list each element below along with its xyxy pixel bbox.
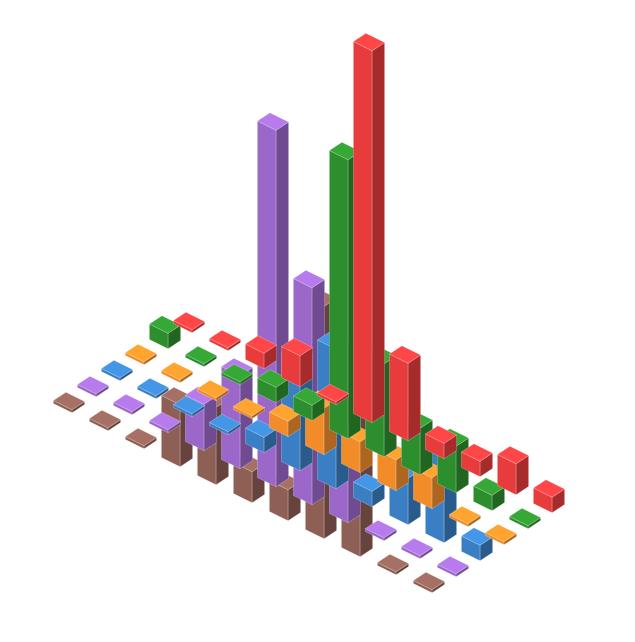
bar-face-top [352, 32, 386, 52]
bar-1-9 [472, 477, 506, 512]
bar-face-top [376, 553, 410, 573]
bar-2-8 [412, 459, 446, 510]
bar-4-2 [148, 411, 182, 434]
bar-face-top [52, 391, 86, 411]
bar-face-top [400, 537, 434, 557]
bar-3-3 [208, 413, 242, 436]
bar-3-7 [352, 473, 386, 508]
bar-4-0 [76, 375, 110, 398]
bar-face-top [136, 377, 170, 397]
bar-face-top [220, 363, 254, 383]
bar-2-10 [484, 523, 518, 546]
bar-2-1 [160, 361, 194, 384]
bar-5-10 [412, 571, 446, 594]
bar-4-9 [400, 537, 434, 560]
bar-face-top [88, 409, 122, 429]
bar-0-7 [424, 425, 458, 460]
bar-0-8 [460, 443, 494, 478]
bar-0-3 [280, 337, 314, 388]
bar-face-top [256, 112, 290, 131]
bar-5-2 [124, 427, 158, 450]
bar-face-top [244, 335, 278, 354]
bar-0-10 [532, 479, 566, 514]
bar-face-top [232, 397, 266, 417]
bar-4-8 [364, 519, 398, 542]
bar-face-top [196, 379, 230, 399]
bar-0-6 [388, 345, 422, 442]
bar-face-top [484, 523, 518, 543]
bar-face-top [424, 425, 458, 444]
bar-face-top [316, 383, 350, 403]
bar-0-1 [208, 329, 242, 352]
bar-face-top [112, 393, 146, 413]
bar-face-top [436, 555, 470, 575]
bar-face-front [389, 353, 409, 442]
bar-0-9 [496, 445, 530, 496]
bar-face-top [460, 443, 494, 462]
bar-face-top [124, 427, 158, 447]
bar-1-4 [292, 387, 326, 422]
bar-0-0 [172, 311, 206, 334]
bar-0-4 [316, 383, 350, 406]
bar-4-10 [436, 555, 470, 578]
bar-3-2 [172, 395, 206, 418]
bar-0-5 [352, 32, 386, 424]
bar-1-1 [184, 345, 218, 368]
bar-face-top [280, 337, 314, 357]
bar-face-top [100, 359, 134, 379]
bar-1-10 [508, 507, 542, 530]
bar-face-front [353, 41, 373, 424]
bar-0-2 [244, 335, 278, 370]
bar-5-0 [52, 391, 86, 414]
bar-3-10 [460, 527, 494, 562]
bar-2-3 [232, 397, 266, 420]
bar-face-top [496, 445, 530, 465]
bar-2-0 [124, 343, 158, 366]
bar-face-side [371, 41, 385, 424]
bar-face-top [148, 411, 182, 431]
bar-face-top [160, 361, 194, 381]
bar-face-top [208, 329, 242, 349]
bar-face-top [532, 479, 566, 498]
bar-4-1 [112, 393, 146, 416]
bar-2-2 [196, 379, 230, 402]
bar-1-2 [220, 363, 254, 386]
bar-3-0 [100, 359, 134, 382]
bar-3-4 [244, 419, 278, 454]
bar-3-1 [136, 377, 170, 400]
bar-face-top [412, 571, 446, 591]
bar-face-top [364, 519, 398, 539]
bar-5-9 [376, 553, 410, 576]
bar-face-top [172, 311, 206, 331]
bar-face-top [388, 345, 422, 364]
bar-face-top [448, 505, 482, 525]
bar-face-side [407, 354, 421, 442]
bar-face-top [172, 395, 206, 415]
bar-5-1 [88, 409, 122, 432]
bar-face-top [208, 413, 242, 433]
bar-face-top [292, 269, 326, 289]
bar-face-top [76, 375, 110, 395]
bar-face-top [184, 345, 218, 365]
bar-face-top [508, 507, 542, 527]
bar-face-top [124, 343, 158, 363]
bar-2-9 [448, 505, 482, 528]
